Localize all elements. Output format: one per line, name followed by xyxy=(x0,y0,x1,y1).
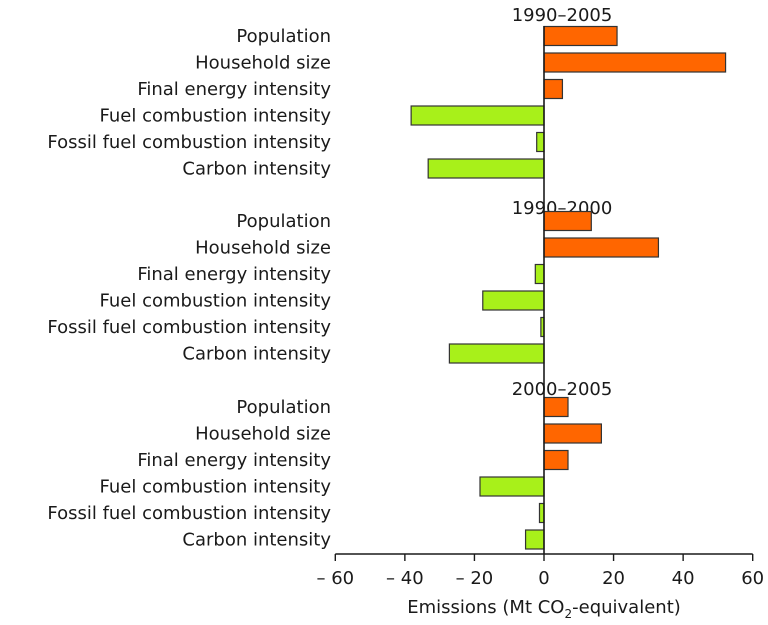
category-label: Fossil fuel combustion intensity xyxy=(47,132,331,153)
category-label: Fossil fuel combustion intensity xyxy=(47,317,331,338)
bar xyxy=(427,158,545,179)
category-label: Population xyxy=(236,26,331,47)
category-label: Household size xyxy=(195,424,331,445)
bar xyxy=(479,476,545,497)
category-label: Fossil fuel combustion intensity xyxy=(47,503,331,524)
x-tick-label: 0 xyxy=(538,568,549,589)
bar xyxy=(543,210,592,232)
panel-title: 1990–2005 xyxy=(512,5,613,26)
category-label: Fuel combustion intensity xyxy=(100,106,332,127)
bar xyxy=(482,290,545,311)
x-tick-label: – 60 xyxy=(316,568,354,589)
bar xyxy=(410,105,545,126)
bar xyxy=(543,25,618,47)
x-tick-label: – 40 xyxy=(386,568,424,589)
bar xyxy=(534,263,545,285)
x-tick-label: – 20 xyxy=(456,568,494,589)
category-label: Fuel combustion intensity xyxy=(100,291,332,312)
x-tick-label: 60 xyxy=(741,568,764,589)
category-label: Household size xyxy=(195,53,331,74)
x-axis-label: Emissions (Mt CO2-equivalent) xyxy=(407,597,681,621)
panel-title: 2000–2005 xyxy=(512,379,613,400)
category-label: Carbon intensity xyxy=(182,530,331,551)
x-tick-label: 40 xyxy=(672,568,695,589)
bar xyxy=(543,449,569,471)
bar xyxy=(543,423,602,444)
category-label: Population xyxy=(236,397,331,418)
bar xyxy=(543,396,569,418)
category-label: Population xyxy=(236,211,331,232)
category-label: Final energy intensity xyxy=(137,79,331,100)
bar xyxy=(543,78,564,100)
bar xyxy=(524,529,545,550)
category-label: Household size xyxy=(195,238,331,259)
category-label: Final energy intensity xyxy=(137,264,331,285)
category-label: Fuel combustion intensity xyxy=(100,477,332,498)
category-label: Carbon intensity xyxy=(182,159,331,180)
category-label: Final energy intensity xyxy=(137,450,331,471)
bar xyxy=(536,131,545,153)
category-label: Carbon intensity xyxy=(182,344,331,365)
bar xyxy=(448,343,545,364)
bar xyxy=(543,237,660,258)
x-tick-label: 20 xyxy=(602,568,625,589)
bar xyxy=(543,52,727,73)
